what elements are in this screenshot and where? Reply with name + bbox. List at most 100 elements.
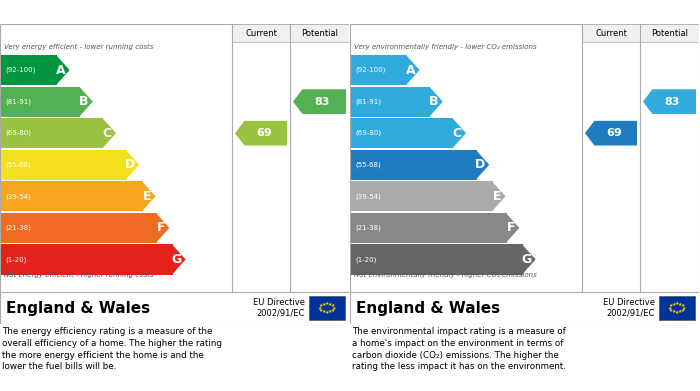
Text: Not environmentally friendly - higher CO₂ emissions: Not environmentally friendly - higher CO… [354,272,537,278]
Text: ★: ★ [671,301,676,307]
Polygon shape [429,86,443,117]
Text: E: E [493,190,501,203]
Polygon shape [142,181,155,212]
Text: (21-38): (21-38) [5,225,31,231]
Text: ★: ★ [321,309,326,314]
Text: ★: ★ [671,309,676,314]
Bar [1,55,57,85]
Text: E: E [143,190,151,203]
Text: 69: 69 [256,128,272,138]
Text: ★: ★ [675,310,679,315]
Bar [351,86,430,117]
Text: ★: ★ [321,301,326,307]
Text: F: F [157,221,165,234]
Polygon shape [79,86,93,117]
Text: (92-100): (92-100) [355,67,386,73]
Text: Current: Current [595,29,627,38]
Text: ★: ★ [319,303,323,308]
Text: D: D [125,158,135,171]
Polygon shape [522,244,536,274]
Text: G: G [522,253,531,266]
Text: Energy Efficiency Rating: Energy Efficiency Rating [5,5,177,18]
Polygon shape [156,213,169,243]
Text: 69: 69 [606,128,622,138]
Bar [232,24,290,42]
Polygon shape [506,213,519,243]
Text: The environmental impact rating is a measure of
a home's impact on the environme: The environmental impact rating is a mea… [352,327,566,371]
Text: A: A [56,63,66,77]
Bar [351,150,477,180]
Polygon shape [585,121,637,145]
Polygon shape [452,118,466,148]
Text: ★: ★ [669,308,673,313]
Text: ★: ★ [325,301,329,306]
Text: ★: ★ [668,305,673,310]
Text: ★: ★ [682,305,686,310]
Text: ★: ★ [318,305,323,310]
Text: (92-100): (92-100) [5,67,36,73]
Bar [640,24,699,42]
Text: ★: ★ [325,310,329,315]
Text: B: B [429,95,439,108]
Text: Environmental Impact (CO₂) Rating: Environmental Impact (CO₂) Rating [355,5,601,18]
Bar [351,55,407,85]
Text: G: G [172,253,181,266]
Text: ★: ★ [680,308,685,313]
Text: (1-20): (1-20) [5,256,27,263]
Text: ★: ★ [675,301,679,306]
Bar [1,150,127,180]
Bar [1,213,157,243]
Text: (81-91): (81-91) [355,99,381,105]
Text: F: F [507,221,515,234]
Text: Potential: Potential [651,29,688,38]
Bar [351,181,493,212]
Bar [1,181,143,212]
Text: Not energy efficient - higher running costs: Not energy efficient - higher running co… [4,272,153,278]
Text: ★: ★ [330,303,335,308]
Text: C: C [453,127,462,140]
Bar [659,296,695,320]
Text: (39-54): (39-54) [355,193,381,199]
Text: EU Directive
2002/91/EC: EU Directive 2002/91/EC [603,298,655,318]
Polygon shape [406,55,419,85]
Polygon shape [643,89,696,114]
Text: (55-68): (55-68) [5,161,31,168]
Text: EU Directive
2002/91/EC: EU Directive 2002/91/EC [253,298,305,318]
Bar [1,86,80,117]
Text: Current: Current [245,29,277,38]
Text: Potential: Potential [301,29,338,38]
Text: ★: ★ [669,303,673,308]
Polygon shape [293,89,346,114]
Text: Very energy efficient - lower running costs: Very energy efficient - lower running co… [4,44,153,50]
Polygon shape [56,55,69,85]
Text: ★: ★ [332,305,336,310]
Bar [309,296,345,320]
Text: England & Wales: England & Wales [356,301,500,316]
Text: (21-38): (21-38) [355,225,381,231]
Text: 83: 83 [664,97,680,107]
Bar [351,213,507,243]
Text: (81-91): (81-91) [5,99,31,105]
Text: (55-68): (55-68) [355,161,381,168]
Text: ★: ★ [678,301,682,307]
Text: ★: ★ [678,309,682,314]
Text: (1-20): (1-20) [355,256,377,263]
Text: England & Wales: England & Wales [6,301,150,316]
Polygon shape [126,150,139,180]
Text: 83: 83 [314,97,330,107]
Bar [1,118,104,148]
Text: (39-54): (39-54) [5,193,31,199]
Text: ★: ★ [319,308,323,313]
Polygon shape [492,181,505,212]
Text: C: C [103,127,112,140]
Text: (69-80): (69-80) [5,130,31,136]
Bar [351,244,523,274]
Bar [290,24,349,42]
Text: ★: ★ [328,301,332,307]
Text: D: D [475,158,485,171]
Text: A: A [406,63,416,77]
Polygon shape [172,244,186,274]
Text: ★: ★ [330,308,335,313]
Text: ★: ★ [328,309,332,314]
Bar [351,118,454,148]
